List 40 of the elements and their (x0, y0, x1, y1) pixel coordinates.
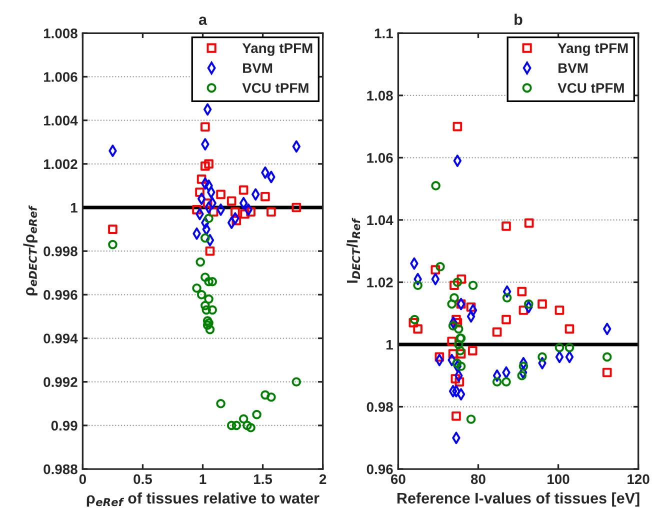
x-axis-title: Reference I-values of tissues [eV] (397, 492, 640, 507)
y-tick-label: 0.96 (366, 464, 393, 474)
legend-label: VCU tPFM (558, 83, 624, 93)
legend-label: BVM (558, 63, 588, 73)
chart-title: b (514, 14, 522, 25)
x-tick-label: 120 (628, 474, 650, 484)
x-tick-label: 80 (470, 474, 486, 484)
y-tick-label: 1.008 (44, 28, 78, 38)
legend-label: BVM (243, 63, 272, 73)
y-tick-label: 1 (71, 202, 78, 213)
x-tick-label: 1.5 (254, 474, 272, 484)
y-tick-label: 0.988 (44, 464, 78, 474)
y-tick-label: 1.006 (44, 72, 78, 82)
y-tick-label: 1.06 (367, 153, 393, 163)
legend-label: Yang tPFM (242, 43, 312, 56)
y-axis-title: I$_{DECT}$/I$_{Ref}$ (346, 218, 360, 283)
x-tick-label: 0 (79, 474, 86, 484)
y-tick-label: 0.99 (51, 420, 78, 431)
y-tick-label: 1.04 (367, 215, 394, 226)
x-tick-label: 0.5 (134, 474, 152, 484)
y-tick-label: 1.004 (44, 116, 78, 126)
x-tick-label: 60 (390, 474, 406, 484)
y-tick-label: 0.992 (44, 377, 78, 388)
x-tick-label: 1 (200, 474, 206, 484)
y-tick-label: 1 (386, 340, 393, 350)
legend-label: VCU tPFM (242, 83, 308, 93)
y-tick-label: 1.08 (367, 90, 393, 101)
y-tick-label: 0.998 (44, 246, 78, 256)
y-axis-title: ρ$_{eDECT}$/ρ$_{eRef}$ (23, 205, 38, 296)
y-tick-label: 0.996 (44, 290, 78, 300)
y-tick-label: 0.98 (366, 402, 393, 412)
x-tick-label: 100 (548, 474, 570, 484)
legend-label: Yang tPFM (558, 43, 628, 56)
y-tick-label: 1.1 (374, 28, 393, 38)
x-tick-label: 2 (319, 474, 326, 484)
y-tick-label: 0.994 (44, 334, 78, 344)
x-axis-title: ρ$_{eRef}$ of tissues relative to water (86, 492, 320, 507)
y-tick-label: 1.002 (44, 159, 78, 170)
chart-title: a (198, 16, 208, 25)
y-tick-label: 1.02 (367, 278, 393, 288)
